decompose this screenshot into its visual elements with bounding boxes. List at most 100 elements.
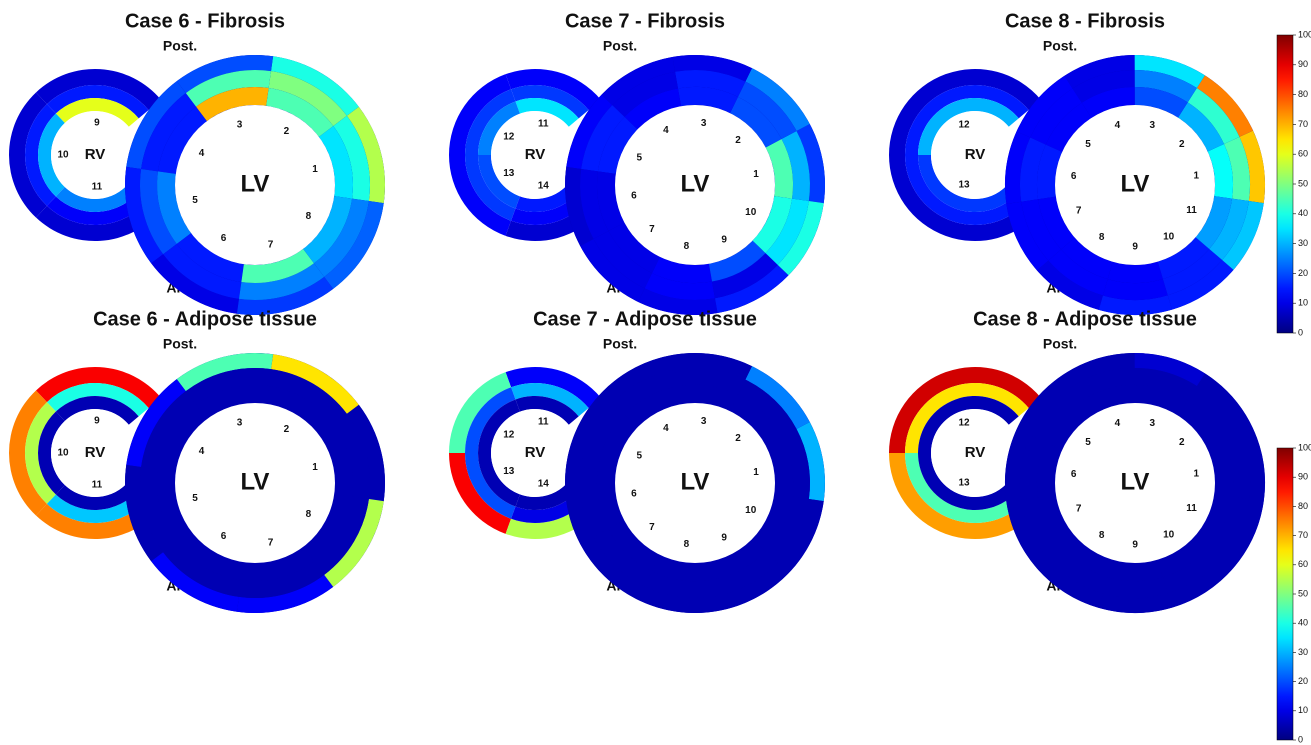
lv-ring-3-segment-7	[241, 248, 314, 283]
lv-ring-1-segment-6	[565, 464, 594, 545]
lv-ring-1-segment-1	[796, 421, 825, 502]
lv-ring-3-segment-1	[318, 424, 353, 497]
lv-ring-1-segment-4	[126, 81, 186, 169]
lv-ring-1-segment-4	[601, 354, 676, 404]
panel-title: Case 8 - Adipose tissue	[973, 308, 1197, 330]
lv-ring-1-segment-5	[125, 464, 164, 562]
lv-ring-1-segment-2	[271, 56, 359, 116]
lv-cavity	[1055, 403, 1215, 563]
lv-ring-2-segment-9	[712, 551, 778, 597]
lv-segment-label-10: 10	[1163, 232, 1175, 243]
lv-segment-label-10: 10	[745, 505, 757, 516]
rv-ring-3-segment-14	[515, 481, 579, 510]
lv-ring-3-segment-1	[1207, 442, 1233, 497]
rv-label: RV	[965, 146, 986, 163]
lv-ring-2-segment-6	[163, 541, 242, 597]
lv-ring-3-segment-9	[708, 240, 766, 282]
lv-segment-label-4: 4	[663, 125, 669, 136]
lv-ring-2-segment-7	[593, 529, 653, 587]
lv-ring-1-segment-6	[151, 254, 239, 314]
rv-label: RV	[525, 444, 546, 461]
lv-ring-1-segment-3	[1134, 352, 1205, 387]
lv-segment-label-2: 2	[735, 433, 741, 444]
rv-ring-2-segment-14	[511, 489, 589, 523]
lv-ring-2-segment-4	[1072, 368, 1135, 401]
lv-ring-3-segment-5	[1045, 102, 1092, 152]
lv-ring-2-segment-10	[765, 198, 809, 265]
lv-segment-label-3: 3	[1149, 418, 1155, 429]
lv-segment-label-10: 10	[1163, 530, 1175, 541]
lv-ring-3-segment-9	[1107, 559, 1163, 581]
lv-ring-3-segment-10	[1157, 535, 1210, 577]
colorbar-tick-label: 100	[1298, 29, 1311, 39]
lv-ring-3-segment-6	[176, 531, 244, 581]
lv-segment-label-3: 3	[1149, 120, 1155, 131]
posterior-label: Post.	[603, 38, 637, 54]
rv-ring-1-segment-12	[449, 74, 512, 155]
bullseye-panel-3: Case 8 - FibrosisPost.Ant.LVRV1234567891…	[889, 10, 1265, 315]
posterior-label: Post.	[163, 336, 197, 352]
lv-segment-label-6: 6	[1071, 171, 1077, 182]
colorbar-tick-label: 40	[1298, 208, 1308, 218]
colorbar-bottom: 0 10 20 30 40 50 60 70 80 90 100	[1276, 442, 1311, 744]
lv-segment-label-7: 7	[1076, 504, 1082, 515]
lv-ring-2-segment-6	[163, 243, 242, 299]
rv-ring-1-segment-11	[35, 497, 161, 539]
rv-ring-3-segment-13	[478, 453, 520, 507]
lv-ring-1-segment-4	[1064, 55, 1135, 89]
lv-ring-3-segment-3	[677, 385, 738, 412]
rv-ring-1-segment-11	[505, 69, 601, 111]
rv-segment-label-13: 13	[958, 180, 970, 191]
rv-ring-2-segment-12	[465, 89, 516, 155]
colorbar-tick-label: 80	[1298, 89, 1308, 99]
lv-ring-3-segment-8	[303, 196, 353, 264]
rv-ring-3-segment-9	[55, 396, 139, 425]
rv-segment-label-9: 9	[94, 416, 100, 427]
lv-segment-label-7: 7	[649, 522, 655, 533]
lv-ring-1-segment-10	[777, 499, 824, 574]
rv-segment-label-12: 12	[958, 120, 970, 131]
lv-ring-1-segment-8	[638, 586, 718, 613]
lv-label: LV	[241, 170, 270, 197]
rv-ring-2-segment-13	[465, 155, 516, 221]
lv-ring-2-segment-4	[1072, 70, 1135, 103]
lv-ring-1-segment-2	[271, 354, 359, 414]
lv-segment-label-8: 8	[684, 241, 690, 252]
posterior-label: Post.	[1043, 336, 1077, 352]
rv-segment-label-13: 13	[958, 478, 970, 489]
posterior-label: Post.	[163, 38, 197, 54]
lv-ring-2-segment-5	[140, 168, 177, 255]
colorbar-tick-label: 60	[1298, 559, 1308, 569]
rv-ring-2-segment-9	[46, 85, 149, 119]
lv-ring-1-segment-6	[1005, 429, 1031, 502]
rv-ring-3-segment-11	[55, 481, 139, 510]
rv-segment-label-13: 13	[503, 466, 515, 477]
rv-cavity	[491, 111, 579, 199]
rv-ring-3-segment-12	[918, 97, 1019, 155]
lv-ring-2-segment-8	[644, 273, 715, 300]
colorbar-tick-label: 80	[1298, 501, 1308, 511]
lv-ring-2-segment-5	[1030, 386, 1082, 443]
lv-ring-1-segment-9	[1098, 593, 1173, 613]
colorbar-tick-label: 50	[1298, 178, 1308, 188]
lv-ring-1-segment-2	[1196, 75, 1254, 137]
rv-ring-2-segment-10	[24, 402, 56, 504]
lv-ring-1-segment-7	[580, 536, 645, 600]
lv-ring-3-segment-8	[1061, 535, 1113, 578]
lv-ring-1-segment-11	[1222, 201, 1264, 270]
lv-segment-label-1: 1	[753, 467, 759, 478]
lv-ring-3-segment-6	[597, 469, 625, 530]
lv-ring-2-segment-6	[1020, 137, 1046, 202]
rv-ring-2-segment-13	[905, 453, 1029, 523]
lv-ring-3-segment-2	[730, 394, 782, 446]
lv-ring-1-segment-10	[1167, 260, 1234, 310]
lv-ring-2-segment-11	[1209, 496, 1249, 559]
lv-ring-1-segment-4	[126, 379, 186, 467]
lv-ring-2-segment-8	[313, 198, 369, 277]
lv-ring-3-segment-1	[1207, 144, 1233, 199]
lv-ring-2-segment-1	[1224, 136, 1250, 202]
lv-segment-label-8: 8	[306, 509, 312, 520]
lv-ring-1-segment-1	[1239, 130, 1265, 204]
lv-ring-2-segment-2	[737, 81, 797, 139]
